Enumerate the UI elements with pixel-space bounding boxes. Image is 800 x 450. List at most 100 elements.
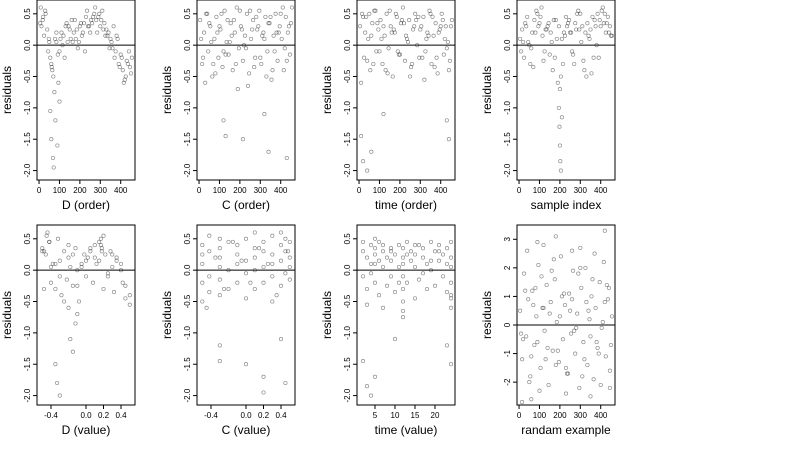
data-point bbox=[261, 264, 266, 270]
y-tick-label: -0.5 bbox=[183, 294, 192, 308]
data-point bbox=[578, 265, 583, 270]
data-point bbox=[59, 293, 64, 298]
data-point bbox=[235, 243, 240, 248]
data-point bbox=[408, 74, 413, 79]
x-tick-label: 0.4 bbox=[275, 411, 287, 420]
data-point bbox=[412, 243, 418, 248]
data-point bbox=[68, 36, 73, 41]
data-point bbox=[229, 33, 234, 38]
data-point bbox=[540, 305, 545, 310]
data-point bbox=[432, 65, 437, 70]
data-point bbox=[120, 280, 125, 285]
plot-frame bbox=[356, 224, 456, 406]
data-point bbox=[236, 46, 241, 51]
data-point bbox=[228, 21, 233, 26]
data-point bbox=[224, 39, 229, 45]
data-point bbox=[591, 377, 596, 382]
plot-frame bbox=[36, 0, 136, 181]
data-point bbox=[53, 261, 58, 266]
data-point bbox=[46, 49, 51, 54]
data-point bbox=[599, 325, 604, 330]
data-point bbox=[98, 236, 103, 241]
data-point bbox=[568, 30, 573, 35]
data-point bbox=[392, 252, 398, 257]
data-point bbox=[82, 252, 87, 257]
data-points bbox=[518, 228, 614, 405]
data-point bbox=[412, 296, 418, 301]
data-point bbox=[121, 80, 126, 85]
data-point bbox=[557, 124, 562, 129]
data-point bbox=[522, 55, 527, 60]
data-point bbox=[278, 283, 284, 288]
data-point bbox=[78, 21, 83, 26]
data-point bbox=[432, 249, 438, 254]
data-point bbox=[559, 115, 564, 120]
x-tick-label: 300 bbox=[414, 186, 428, 195]
y-tick-label: -0.5 bbox=[23, 69, 32, 83]
data-point bbox=[522, 271, 527, 276]
data-point bbox=[398, 21, 403, 26]
x-axis-label: time (order) bbox=[375, 198, 437, 212]
data-point bbox=[252, 268, 257, 273]
data-point bbox=[412, 24, 417, 29]
data-point bbox=[396, 280, 402, 285]
data-point bbox=[582, 357, 587, 362]
data-point bbox=[436, 243, 442, 248]
data-point bbox=[43, 8, 48, 13]
data-point bbox=[448, 24, 453, 29]
data-point bbox=[523, 288, 528, 293]
y-tick-label: 0.0 bbox=[23, 264, 32, 276]
data-point bbox=[432, 283, 438, 288]
data-point bbox=[88, 30, 93, 35]
data-point bbox=[562, 33, 568, 38]
data-point bbox=[123, 283, 128, 288]
data-point bbox=[546, 382, 551, 388]
data-point bbox=[284, 155, 289, 161]
data-point bbox=[287, 277, 292, 282]
data-point bbox=[551, 18, 556, 23]
data-point bbox=[276, 30, 281, 35]
data-point bbox=[380, 243, 386, 248]
data-point bbox=[207, 274, 212, 279]
data-point bbox=[45, 27, 50, 32]
data-point bbox=[414, 18, 419, 23]
data-point bbox=[288, 21, 293, 26]
data-point bbox=[400, 5, 405, 10]
data-point bbox=[108, 249, 113, 254]
x-tick-label: 10 bbox=[391, 411, 400, 420]
data-point bbox=[558, 168, 563, 173]
data-point bbox=[394, 14, 399, 19]
data-point bbox=[359, 80, 364, 85]
data-point bbox=[85, 255, 90, 260]
data-point bbox=[59, 30, 64, 35]
data-point bbox=[215, 30, 220, 35]
plot-frame bbox=[516, 0, 616, 181]
data-point bbox=[62, 55, 67, 60]
data-point bbox=[101, 286, 106, 292]
data-point bbox=[424, 261, 430, 266]
data-point bbox=[559, 36, 564, 41]
data-point bbox=[376, 258, 382, 263]
data-point bbox=[117, 65, 122, 70]
data-point bbox=[445, 39, 450, 45]
data-point bbox=[84, 8, 90, 13]
data-point bbox=[604, 21, 609, 26]
data-point bbox=[104, 27, 109, 32]
data-point bbox=[441, 52, 446, 57]
data-point bbox=[221, 49, 226, 54]
data-point bbox=[107, 46, 112, 51]
data-point bbox=[266, 149, 271, 154]
data-point bbox=[201, 55, 206, 60]
data-point bbox=[43, 252, 48, 257]
plot-frame bbox=[356, 0, 456, 181]
data-point bbox=[597, 18, 602, 23]
data-point bbox=[402, 58, 408, 63]
x-axis-label: D (order) bbox=[62, 198, 110, 212]
data-point bbox=[73, 36, 78, 41]
data-point bbox=[594, 340, 599, 345]
data-point bbox=[603, 30, 608, 35]
data-point bbox=[95, 30, 100, 35]
data-point bbox=[438, 24, 443, 29]
data-point bbox=[594, 43, 599, 48]
data-point bbox=[442, 36, 447, 41]
